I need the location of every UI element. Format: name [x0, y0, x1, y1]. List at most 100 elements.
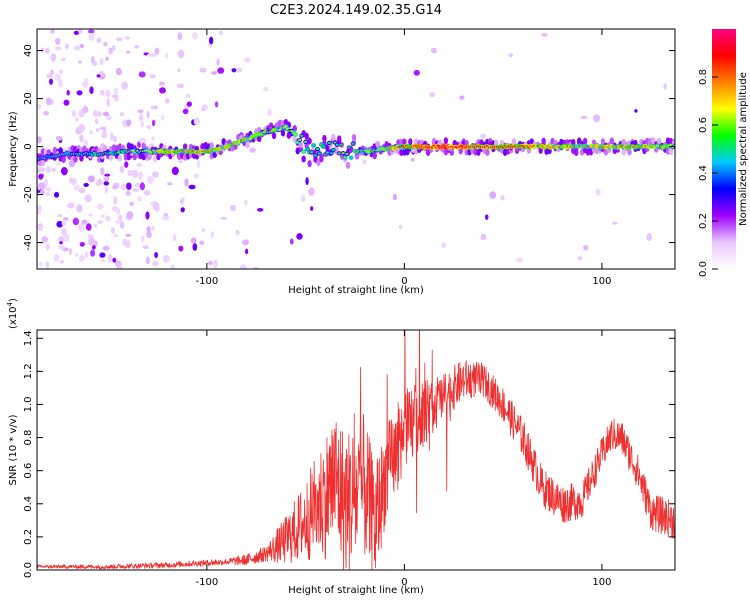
- spectrogram-speckle: [75, 116, 79, 122]
- colorbar-tick-label: 0.2: [698, 213, 709, 229]
- spectrogram-speckle: [162, 255, 170, 263]
- spectrogram-halo: [351, 134, 357, 142]
- spectrogram-speckle: [89, 86, 94, 94]
- spectrogram-marks: [37, 29, 675, 269]
- spectrogram-speckle: [239, 264, 247, 269]
- spectrogram-speckle: [112, 184, 117, 190]
- spectrogram-speckle: [362, 159, 367, 165]
- colorbar-tick-label: 0.0: [698, 261, 709, 277]
- spectrogram-speckle: [102, 245, 110, 251]
- y-tick-label: 0.0: [23, 562, 34, 578]
- spectrogram-speckle: [96, 37, 102, 43]
- spectrogram-speckle: [105, 215, 111, 222]
- spectrogram-speckle: [489, 191, 497, 199]
- spectrogram-speckle: [90, 249, 96, 257]
- y-tick-label: 0: [23, 143, 34, 149]
- spectrogram-speckle: [83, 182, 89, 187]
- spectrogram-speckle: [78, 123, 86, 133]
- spectrogram-speckle: [103, 41, 108, 47]
- spectrogram-speckle: [58, 244, 65, 250]
- spectrogram-speckle: [119, 221, 125, 230]
- colorbar-bar: [712, 29, 736, 269]
- spectrogram-speckle: [110, 132, 114, 141]
- spectrogram-speckle: [134, 45, 140, 49]
- spectrogram-speckle: [164, 98, 170, 104]
- spectrogram-speckle: [45, 260, 50, 269]
- spectrogram-speckle: [209, 36, 214, 45]
- y-tick-label: 0.4: [23, 496, 34, 512]
- spectrogram-speckle: [137, 171, 143, 180]
- spectrogram-speckle: [202, 105, 209, 110]
- spectrogram-speckle: [211, 71, 217, 75]
- spectrogram-speckle: [106, 97, 111, 107]
- spectrogram-speckle: [100, 167, 105, 176]
- spectrogram-speckle: [94, 118, 99, 125]
- spectrogram-speckle: [142, 245, 149, 249]
- spectrogram-halo: [40, 159, 46, 167]
- spectrogram-speckle: [146, 231, 153, 239]
- spectrogram-speckle: [267, 108, 272, 117]
- spectrogram-halo: [337, 135, 342, 143]
- spectrogram-speckle: [145, 256, 150, 265]
- spectrogram-speckle: [108, 47, 113, 52]
- spectrogram-speckle: [577, 256, 583, 261]
- spectrogram-speckle: [126, 211, 134, 219]
- spectrogram-ridge-core: [321, 145, 326, 148]
- spectrogram-speckle: [43, 110, 50, 116]
- spectrogram-speckle: [154, 251, 159, 259]
- spectrogram-speckle: [516, 257, 524, 263]
- spectrogram-speckle: [119, 111, 124, 117]
- spectrogram-speckle: [78, 60, 83, 64]
- spectrogram-speckle: [119, 165, 124, 174]
- spectrogram-speckle: [84, 194, 92, 203]
- spectrogram-speckle: [145, 211, 150, 220]
- spectrogram-speckle: [59, 69, 63, 74]
- spectrogram-speckle: [151, 260, 159, 267]
- spectrogram-speckle: [170, 264, 175, 269]
- spectrogram-speckle: [151, 226, 155, 231]
- spectrogram-speckle: [300, 195, 306, 203]
- spectrogram-ridge-core: [331, 148, 335, 151]
- spectrogram-speckle: [54, 46, 62, 51]
- spectrogram-speckle: [83, 138, 89, 147]
- spectrogram-halo: [301, 155, 306, 163]
- spectrogram-speckle: [146, 175, 154, 184]
- spectrogram-speckle: [92, 110, 98, 117]
- spectrogram-speckle: [134, 183, 141, 188]
- spectrogram-speckle: [81, 219, 88, 225]
- spectrogram-ridge-core: [317, 152, 322, 155]
- spectrogram-ridge-core: [349, 156, 353, 159]
- spectrogram-speckle: [110, 227, 116, 234]
- spectrogram-speckle: [176, 83, 185, 89]
- spectrogram-speckle: [62, 217, 69, 221]
- spectrogram-halo: [271, 132, 277, 140]
- spectrogram-speckle: [413, 69, 420, 76]
- spectrogram-speckle: [88, 237, 95, 246]
- spectrogram-halo: [307, 137, 312, 145]
- spectrogram-speckle: [105, 89, 111, 98]
- spectrogram-speckle: [612, 221, 618, 225]
- spectrogram-speckle: [137, 196, 142, 202]
- spectrogram-speckle: [89, 130, 94, 135]
- spectrogram-speckle: [580, 115, 588, 119]
- spectrogram-speckle: [76, 90, 83, 96]
- spectrogram-halo: [372, 152, 377, 160]
- spectrogram-speckle: [459, 95, 465, 100]
- spectrogram-speckle: [217, 67, 225, 74]
- spectrogram-speckle: [53, 254, 59, 262]
- spectrogram-speckle: [78, 187, 86, 194]
- spectrogram-speckle: [99, 57, 104, 66]
- spectrogram-speckle: [73, 184, 80, 191]
- spectrogram-speckle: [84, 251, 89, 259]
- spectrogram-ridge-core: [304, 140, 308, 143]
- colorbar-tick-label: 0.8: [698, 69, 709, 85]
- spectrogram-y-ticks: -40 -20 0 20 40: [23, 44, 675, 251]
- spectrogram-speckle: [634, 109, 638, 113]
- spectrogram-speckle: [111, 45, 116, 52]
- spectrogram-halo: [375, 140, 380, 148]
- spectrogram-speckle: [50, 53, 57, 62]
- spectrogram-speckle: [213, 259, 218, 269]
- spectrogram-speckle: [663, 83, 667, 90]
- spectrogram-ridge-core: [302, 150, 306, 153]
- spectrogram-speckle: [61, 228, 67, 236]
